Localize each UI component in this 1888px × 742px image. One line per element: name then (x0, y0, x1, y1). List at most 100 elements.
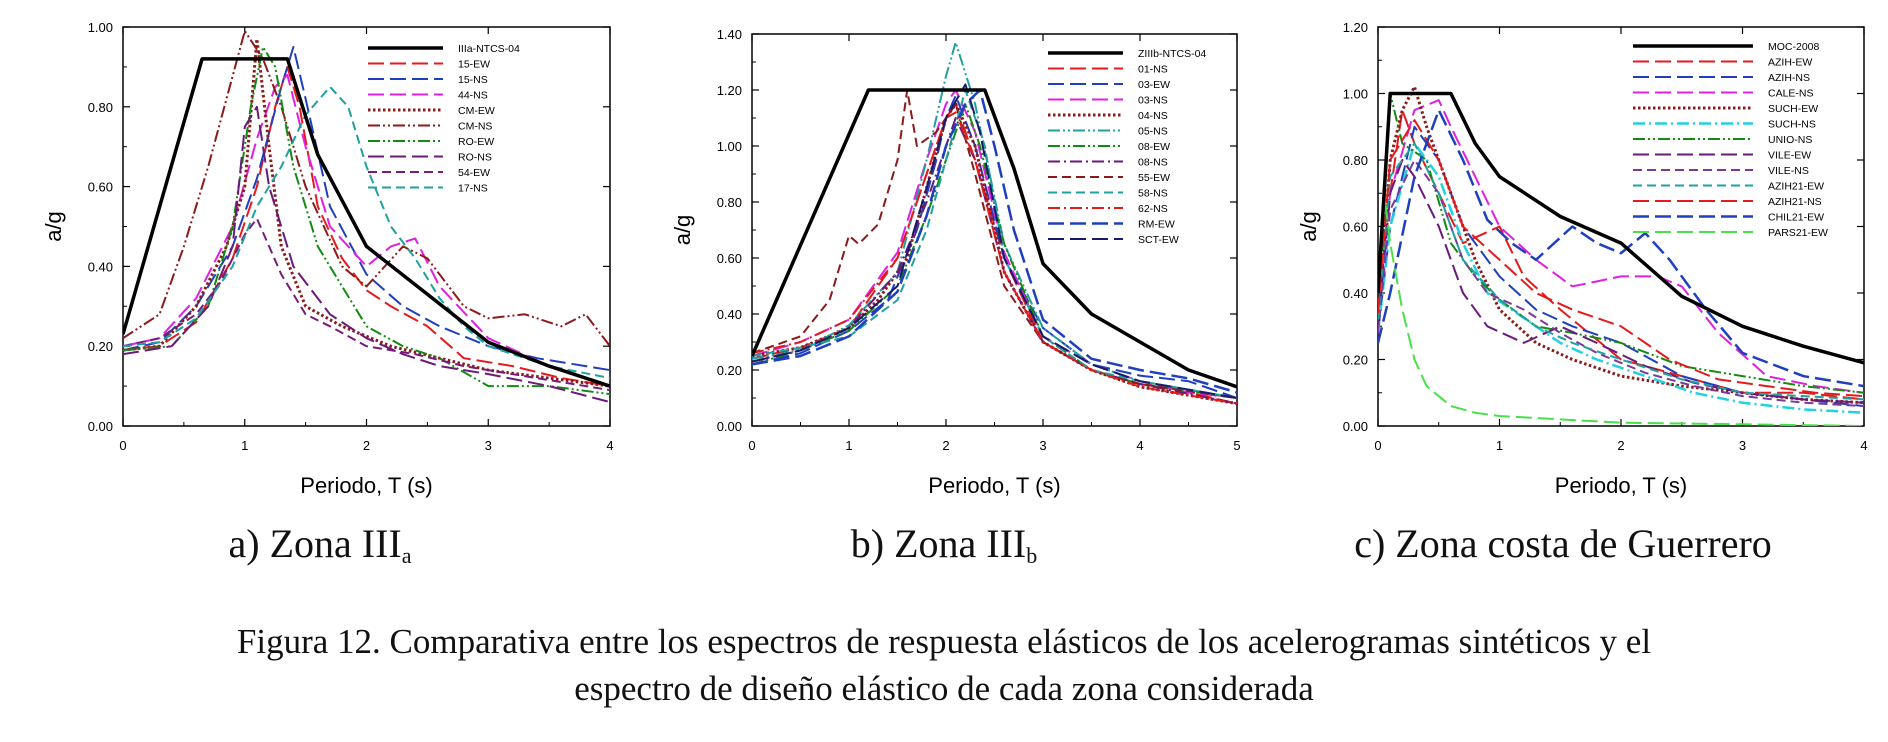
legend-label: SUCH-NS (1768, 119, 1816, 131)
x-tick-label: 0 (1374, 438, 1381, 453)
series-line-SCT-EW (752, 83, 1237, 399)
y-tick-label: 0.00 (1343, 419, 1368, 434)
series-line-03-EW (752, 94, 1237, 399)
y-tick-label: 1.20 (717, 83, 742, 98)
x-axis-label: Periodo, T (s) (1555, 473, 1687, 498)
legend-label: 15-NS (458, 74, 488, 86)
legend-label: CALE-NS (1768, 88, 1814, 100)
y-tick-label: 0.60 (1343, 220, 1368, 235)
x-tick-label: 4 (1136, 438, 1143, 453)
legend-label: SUCH-EW (1768, 103, 1818, 115)
x-tick-label: 3 (1039, 438, 1046, 453)
legend-label: AZIH21-NS (1768, 196, 1822, 208)
legend-label: SCT-EW (1138, 234, 1179, 246)
series-line-05-NS (752, 41, 1237, 399)
y-axis-label: a/g (1296, 211, 1321, 242)
chart-2: 0 1 2 3 4 0.00 0.20 0.40 0.60 0.80 1.00 1.20 Periodo… (1296, 20, 1868, 498)
series-line-VILE-EW (1378, 159, 1864, 404)
x-tick-label: 2 (363, 438, 370, 453)
x-tick-label: 5 (1233, 438, 1240, 453)
series-line-AZIH-EW (1378, 109, 1864, 401)
y-tick-label: 0.40 (88, 259, 113, 274)
x-tick-label: 1 (845, 438, 852, 453)
legend-label: CHIL21-EW (1768, 212, 1824, 224)
y-tick-label: 1.00 (717, 139, 742, 154)
figure-caption-line-2: espectro de diseño elástico de cada zona… (574, 669, 1314, 708)
series-line-AZIH-NS (1378, 125, 1864, 408)
series-line-SUCH-EW (1378, 85, 1864, 405)
figure-caption-line-1: Figura 12. Comparativa entre los espectr… (236, 622, 1652, 661)
x-tick-label: 4 (606, 438, 613, 453)
legend-label: VILE-NS (1768, 165, 1809, 177)
series-line-MOC-2008 (1378, 91, 1864, 365)
legend-label: MOC-2008 (1768, 41, 1820, 53)
panel-b-caption: b) Zona IIIb (851, 520, 1037, 569)
legend-label: UNIO-NS (1768, 134, 1812, 146)
y-axis-label: a/g (670, 215, 695, 246)
legend-label: 05-NS (1138, 126, 1168, 138)
series-line-17-NS (123, 85, 610, 380)
x-tick-label: 1 (1496, 438, 1503, 453)
series-line-CALE-NS (1378, 99, 1864, 394)
panel-c-caption: c) Zona costa de Guerrero (1354, 520, 1772, 567)
legend-label: CM-EW (458, 105, 495, 117)
panel-a-caption-subscript: a (401, 543, 412, 568)
y-tick-label: 0.20 (88, 339, 113, 354)
series-line-44-NS (123, 73, 610, 388)
legend-label: PARS21-EW (1768, 227, 1828, 239)
y-tick-label: 0.60 (88, 180, 113, 195)
series-line-CM-NS (123, 30, 610, 347)
legend-label: IIIa-NTCS-04 (458, 43, 520, 55)
legend-label: 01-NS (1138, 64, 1168, 76)
y-tick-label: 0.40 (1343, 286, 1368, 301)
y-tick-label: 0.00 (88, 419, 113, 434)
series-line-ZIIIb-NTCS-04 (752, 88, 1237, 389)
panel-c-caption-main: c) Zona costa de Guerrero (1354, 521, 1772, 566)
legend-label: AZIH21-EW (1768, 181, 1824, 193)
panel-a-caption-main: a) Zona III (228, 521, 402, 566)
legend-label: 03-NS (1138, 95, 1168, 107)
panel-b-caption-subscript: b (1026, 543, 1038, 568)
legend-label: RO-NS (458, 152, 492, 164)
x-axis-label: Periodo, T (s) (928, 473, 1060, 498)
legend-label: 08-NS (1138, 157, 1168, 169)
legend-label: RM-EW (1138, 219, 1175, 231)
x-axis-label: Periodo, T (s) (300, 473, 432, 498)
legend-label: AZIH-EW (1768, 57, 1812, 69)
plot-frame (122, 26, 611, 427)
legend-label: 04-NS (1138, 110, 1168, 122)
y-tick-label: 0.20 (717, 363, 742, 378)
x-tick-label: 3 (1739, 438, 1746, 453)
series-line-IIIa-NTCS-04 (123, 57, 610, 388)
chart-0: 0 1 2 3 4 0.00 0.20 0.40 0.60 0.80 1.00 Periodo, T … (41, 20, 614, 498)
y-tick-label: 1.00 (88, 20, 113, 35)
x-tick-label: 2 (1617, 438, 1624, 453)
series-line-55-EW (752, 89, 1237, 399)
legend-label: RO-EW (458, 136, 494, 148)
y-tick-label: 0.40 (717, 307, 742, 322)
series-line-62-NS (752, 111, 1237, 405)
series-line-54-EW (123, 217, 610, 392)
y-tick-label: 0.80 (1343, 153, 1368, 168)
y-tick-label: 0.80 (717, 195, 742, 210)
y-tick-label: 0.20 (1343, 353, 1368, 368)
legend-label: 54-EW (458, 167, 490, 179)
y-tick-label: 0.60 (717, 251, 742, 266)
series-line-AZIH21-EW (1378, 142, 1864, 401)
series-line-15-EW (123, 65, 610, 388)
legend-label: 08-EW (1138, 141, 1170, 153)
legend-label: ZIIIb-NTCS-04 (1138, 48, 1206, 60)
series-line-AZIH21-NS (1378, 119, 1864, 398)
y-tick-label: 1.00 (1343, 87, 1368, 102)
x-tick-label: 0 (748, 438, 755, 453)
legend-label: AZIH-NS (1768, 72, 1810, 84)
panel-a-caption: a) Zona IIIa (229, 520, 412, 569)
legend-label: 17-NS (458, 183, 488, 195)
series-line-CHIL21-EW (1378, 108, 1864, 388)
x-tick-label: 3 (485, 438, 492, 453)
x-tick-label: 0 (119, 438, 126, 453)
series-line-CM-EW (123, 37, 610, 388)
figure-caption: Figura 12. Comparativa entre los espectr… (0, 618, 1888, 712)
legend-label: 03-EW (1138, 79, 1170, 91)
legend-label: CM-NS (458, 121, 492, 133)
